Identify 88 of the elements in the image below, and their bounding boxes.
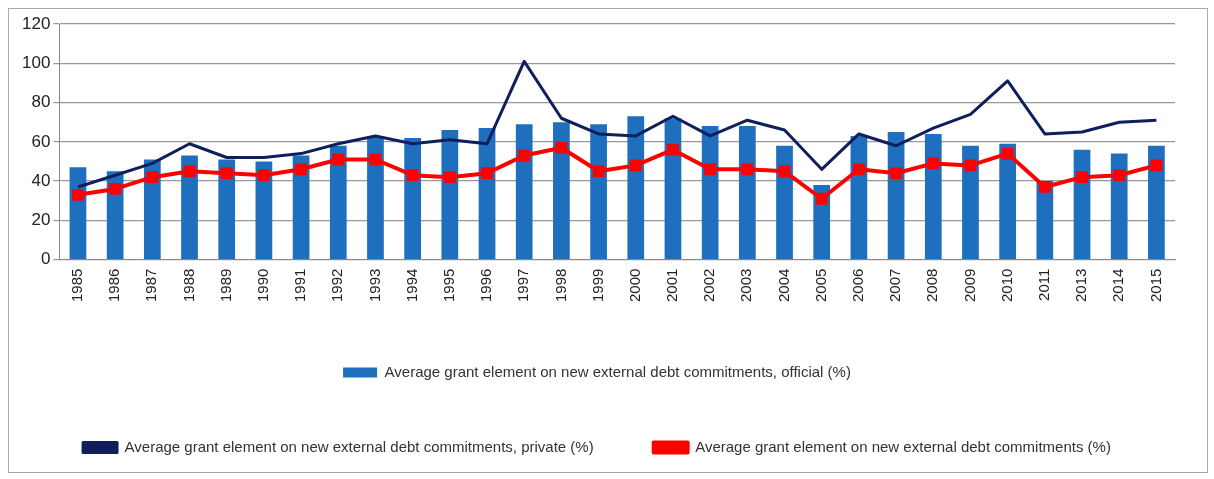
point [443,171,456,184]
x-tick-label: 2001 [663,268,681,303]
bar [776,145,793,260]
x-tick-label: 1994 [402,268,420,303]
point [183,165,196,178]
bar [367,135,384,260]
point [518,149,531,162]
x-tick-label: 2011 [1034,268,1052,301]
bar [1073,149,1091,260]
x-tick-label: 1991 [291,268,309,303]
bar [664,118,682,260]
x-tick-label: 2010 [997,268,1015,303]
x-tick-label: 1990 [254,268,272,303]
x-tick-label: 1998 [551,268,569,303]
point [109,183,122,195]
point [592,165,605,178]
bar [553,122,570,260]
y-tick-label: 0 [40,249,51,269]
bar [255,161,273,260]
point [72,188,84,201]
x-tick-label: 1995 [439,268,457,303]
point [332,153,345,166]
x-tick-label: 1988 [179,268,197,303]
y-tick-label: 120 [21,13,51,33]
legend-label: Average grant element on new external debt commitments (%) [695,437,1111,455]
point [667,143,679,156]
x-tick-label: 1992 [328,268,346,303]
x-tick-label: 2015 [1146,268,1164,303]
x-tick-label: 2000 [625,268,643,303]
point [555,141,568,154]
x-tick-label: 2013 [1072,268,1090,303]
point [146,171,159,184]
x-tick-label: 1986 [105,268,123,303]
x-tick-label: 1985 [68,268,86,303]
y-tick-label: 20 [31,210,51,230]
point [741,163,754,176]
y-tick-label: 60 [31,131,51,151]
point [927,157,940,170]
bar [218,159,236,260]
bar [1110,153,1128,260]
bar [924,133,942,260]
point [406,169,419,182]
point [704,163,717,176]
point [964,159,977,172]
point [890,167,902,180]
point [1113,169,1126,182]
x-tick-label: 1989 [216,268,234,303]
x-tick-label: 2002 [700,268,718,303]
y-tick-label: 80 [31,92,51,112]
bar [962,145,979,260]
bar [999,143,1017,260]
point [1076,171,1088,184]
x-tick-label: 1987 [142,268,160,303]
point [369,153,382,166]
y-tick-label: 40 [31,170,51,190]
x-tick-label: 2003 [737,268,755,303]
x-tick-label: 1996 [477,268,495,303]
point [258,169,270,182]
point [778,165,791,178]
bar [738,126,756,260]
y-tick-label: 100 [21,52,51,72]
legend-label: Average grant element on new external debt commitments, private (%) [124,437,594,455]
point [1001,147,1014,160]
bar [515,124,533,260]
point [295,163,307,176]
legend-label: Average grant element on new external debt commitments, official (%) [384,362,851,380]
bar [181,155,198,260]
x-tick-label: 1997 [514,268,532,303]
x-tick-label: 2009 [960,268,978,303]
x-tick-label: 1993 [365,268,383,303]
x-tick-label: 2006 [849,268,867,303]
bar [441,130,459,260]
x-tick-label: 2004 [774,268,792,303]
x-tick-label: 2005 [811,268,829,303]
bar [1148,145,1165,260]
bar [329,145,347,260]
point [1150,159,1163,172]
x-tick-label: 2014 [1109,268,1127,303]
point [629,159,642,172]
point [1038,181,1051,193]
bar [627,116,645,260]
point [481,167,493,180]
x-tick-label: 1999 [588,268,606,303]
x-tick-label: 2008 [923,268,941,303]
point [815,192,828,205]
point [853,163,865,176]
point [220,167,233,180]
x-tick-label: 2007 [886,268,904,303]
